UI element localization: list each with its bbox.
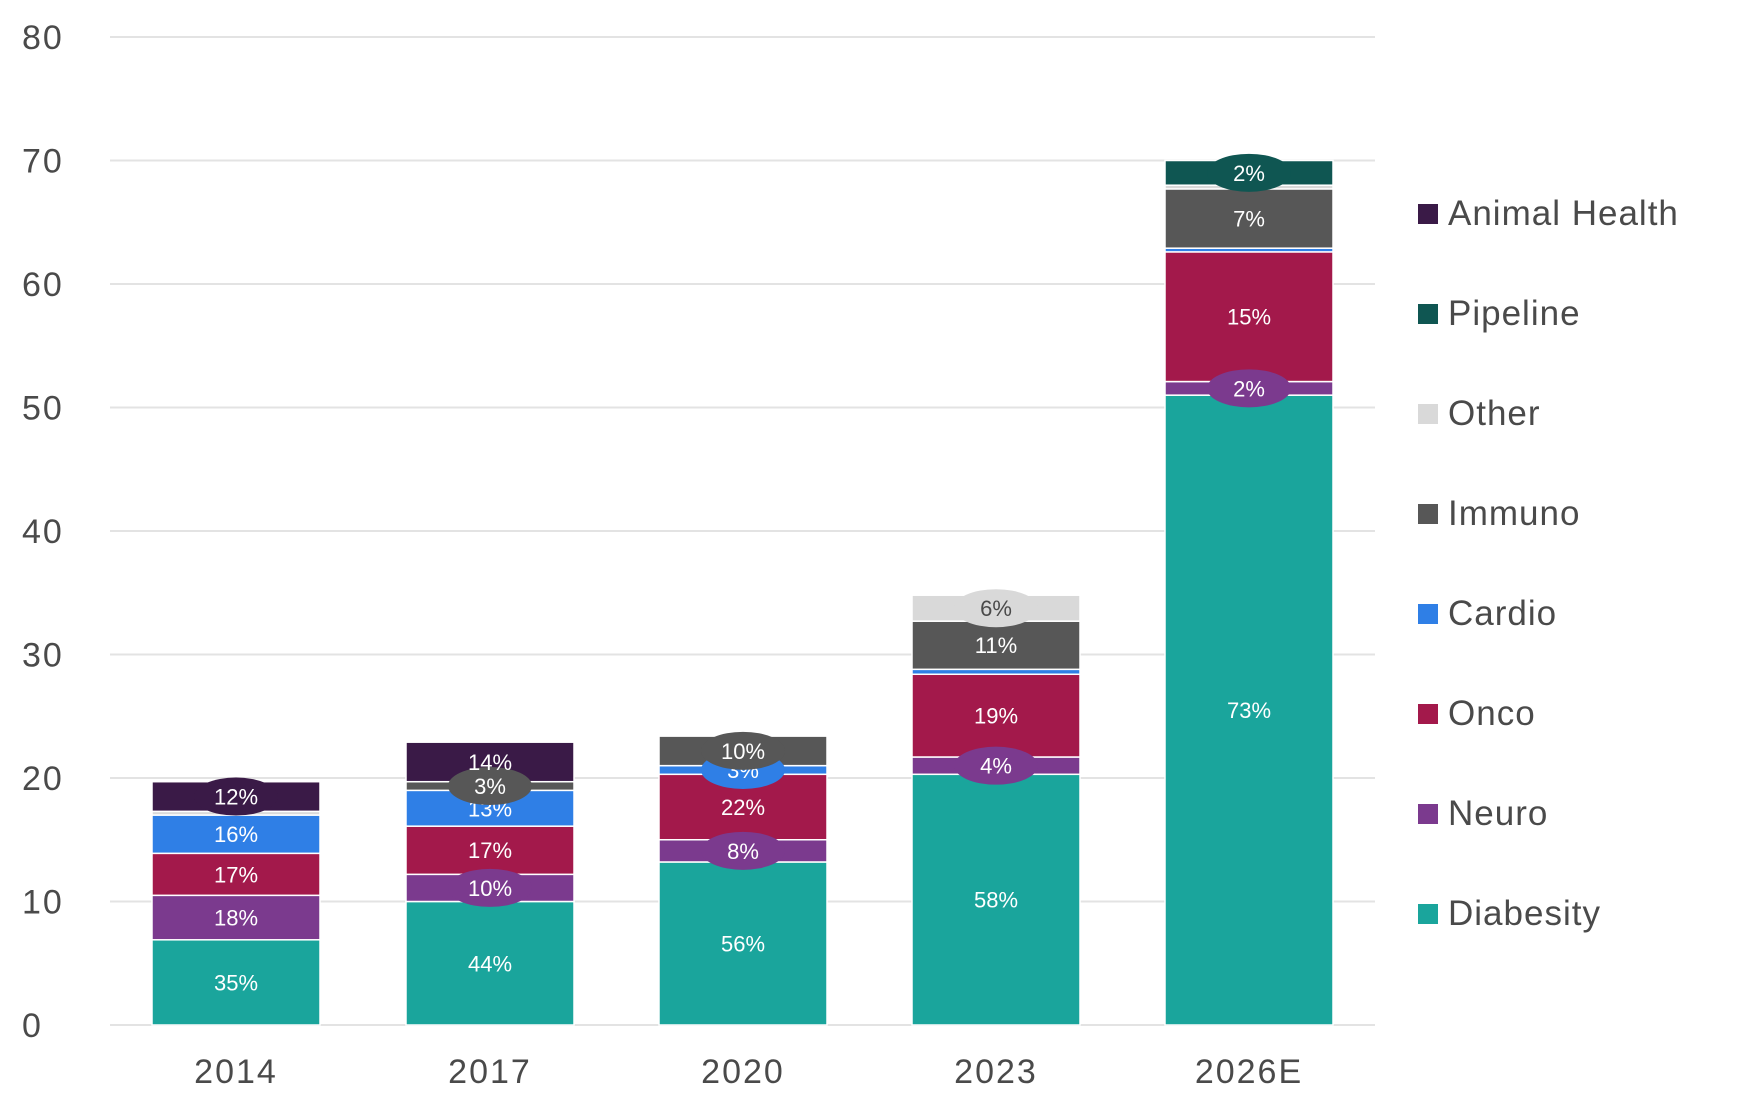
data-label: 4%: [980, 754, 1012, 779]
bar-segment-diabesity: [1164, 394, 1334, 1026]
data-label: 17%: [468, 838, 512, 863]
legend-item-immuno: Immuno: [1418, 492, 1580, 536]
bar-segment-diabesity: [658, 861, 828, 1026]
data-label: 3%: [474, 774, 506, 799]
data-label: 56%: [721, 931, 765, 956]
label-bubble: [448, 767, 532, 806]
legend-item-pipeline: Pipeline: [1418, 292, 1581, 336]
bar-segment-immuno: [911, 620, 1081, 671]
legend-swatch: [1418, 904, 1438, 924]
label-bubble: [1207, 369, 1291, 408]
x-tick-label: 2026E: [1195, 1053, 1303, 1091]
bar-segment-cardio: [151, 814, 321, 855]
legend-swatch: [1418, 604, 1438, 624]
legend-label: Immuno: [1448, 494, 1581, 533]
data-label: 6%: [980, 596, 1012, 621]
legend-item-neuro: Neuro: [1418, 792, 1548, 836]
y-tick-label: 50: [22, 390, 64, 428]
label-bubble: [954, 746, 1038, 785]
data-label: 16%: [214, 822, 258, 847]
bar-segment-immuno: [1164, 188, 1334, 249]
x-tick-label: 2023: [954, 1053, 1038, 1091]
data-label: 8%: [727, 839, 759, 864]
label-bubble: [448, 868, 532, 907]
legend-label: Pipeline: [1448, 294, 1581, 333]
data-label: 22%: [721, 795, 765, 820]
legend-item-diabesity: Diabesity: [1418, 892, 1601, 936]
y-axis-ticks: 0 10 20 30 40 50 60 70 80: [22, 19, 64, 1045]
data-label: 18%: [214, 906, 258, 931]
bar-segment-diabesity: [151, 939, 321, 1026]
bars: [151, 159, 1334, 1026]
gridlines: [110, 36, 1375, 1026]
data-label: 15%: [1227, 305, 1271, 330]
label-bubble: [1207, 153, 1291, 192]
x-tick-label: 2020: [701, 1053, 785, 1091]
data-label: 58%: [974, 888, 1018, 913]
y-tick-label: 60: [22, 266, 64, 304]
label-bubble: [701, 831, 785, 870]
label-bubble: [194, 777, 278, 816]
legend-swatch: [1418, 204, 1438, 224]
legend-swatch: [1418, 704, 1438, 724]
legend-item-other: Other: [1418, 392, 1541, 436]
bar-segment-neuro: [151, 894, 321, 941]
bar-segment-onco: [1164, 251, 1334, 383]
x-axis-ticks: 2014 2017 2020 2023 2026E: [194, 1053, 1303, 1091]
data-label: 44%: [468, 951, 512, 976]
legend-item-onco: Onco: [1418, 692, 1536, 736]
data-label: 10%: [721, 739, 765, 764]
data-label: 10%: [468, 876, 512, 901]
bar-segment-diabesity: [405, 900, 575, 1026]
legend-label: Diabesity: [1448, 894, 1601, 933]
legend-label: Onco: [1448, 694, 1536, 733]
legend-item-animal-health: Animal Health: [1418, 192, 1679, 236]
data-label: 12%: [214, 785, 258, 810]
x-tick-label: 2014: [194, 1053, 278, 1091]
data-label: 19%: [974, 704, 1018, 729]
y-tick-label: 10: [22, 884, 64, 922]
y-tick-label: 30: [22, 637, 64, 675]
legend-swatch: [1418, 304, 1438, 324]
label-bubble: [701, 731, 785, 770]
data-label: 2%: [1233, 161, 1265, 186]
bar-segment-onco: [911, 673, 1081, 758]
label-bubble: [954, 589, 1038, 628]
data-label: 7%: [1233, 207, 1265, 232]
bar-segment-diabesity: [911, 773, 1081, 1026]
legend-label: Neuro: [1448, 794, 1549, 833]
data-label: 2%: [1233, 376, 1265, 401]
data-label: 14%: [468, 750, 512, 775]
x-tick-label: 2017: [448, 1053, 532, 1091]
legend-item-cardio: Cardio: [1418, 592, 1557, 636]
legend-label: Animal Health: [1448, 194, 1679, 233]
y-tick-label: 80: [22, 19, 64, 57]
legend-swatch: [1418, 504, 1438, 524]
legend-swatch: [1418, 404, 1438, 424]
y-tick-label: 40: [22, 513, 64, 551]
legend-swatch: [1418, 804, 1438, 824]
y-tick-label: 20: [22, 760, 64, 798]
legend-label: Other: [1448, 394, 1541, 433]
segment-labels: 35%18%17%16%12%44%10%17%13%3%14%56%8%22%…: [194, 153, 1291, 995]
y-tick-label: 70: [22, 143, 64, 181]
data-label: 73%: [1227, 698, 1271, 723]
legend-label: Cardio: [1448, 594, 1558, 633]
data-label: 17%: [214, 862, 258, 887]
data-label: 11%: [975, 633, 1017, 658]
y-tick-label: 0: [22, 1007, 43, 1045]
data-label: 35%: [214, 970, 258, 995]
